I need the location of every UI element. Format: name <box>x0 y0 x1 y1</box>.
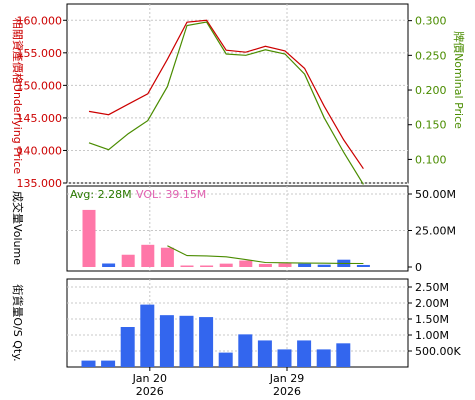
os-qty-bar <box>120 327 135 367</box>
os-qty-bar <box>297 340 312 367</box>
x-tick-label: Jan 29 <box>269 372 304 385</box>
volume-bar <box>317 264 331 267</box>
volume-bar <box>121 254 135 267</box>
volume-bar <box>356 264 370 267</box>
nominal-price-line <box>88 21 364 185</box>
os-tick-label: 2.50M <box>415 281 449 294</box>
volume-axis-title: 成交量Volume <box>11 191 25 265</box>
volume-bar <box>278 263 292 267</box>
average-volume-line <box>167 245 364 265</box>
volume-bar <box>298 263 312 267</box>
nominal-price-axis-title: 牌價Nominal Price <box>452 31 466 129</box>
volume-bar <box>258 263 272 267</box>
nominal-tick-label: 0.200 <box>415 84 447 97</box>
os-qty-bar <box>140 304 155 367</box>
underlying-tick-label: 160.000 <box>17 14 63 27</box>
nominal-tick-label: 0.150 <box>415 119 447 132</box>
underlying-tick-label: 150.000 <box>17 79 63 92</box>
volume-bar <box>180 265 194 267</box>
underlying-tick-label: 135.000 <box>17 177 63 190</box>
os-tick-label: 1.50M <box>415 313 449 326</box>
volume-bar <box>219 263 233 267</box>
os-tick-label: 500.00K <box>415 345 461 358</box>
volume-tick-label: 0 <box>415 261 422 274</box>
volume-bar <box>160 247 174 267</box>
outstanding-plot <box>81 304 351 367</box>
avg-annotation: Avg: 2.28M <box>70 188 132 201</box>
os-qty-bar <box>238 334 253 367</box>
nominal-tick-label: 0.100 <box>415 153 447 166</box>
volume-tick-label: 50.00M <box>415 188 456 201</box>
underlying-tick-label: 140.000 <box>17 144 63 157</box>
os-qty-bar <box>179 315 194 367</box>
nominal-tick-label: 0.300 <box>415 15 447 28</box>
volume-tick-label: 25.00M <box>415 225 456 238</box>
turnover-plot <box>82 209 370 267</box>
os-qty-bar <box>81 360 96 367</box>
price-panel-frame <box>66 3 409 184</box>
price-plot <box>88 19 364 185</box>
os-qty-axis-title: 街貨量O/S Qty. <box>11 284 25 361</box>
os-qty-bar <box>277 349 292 367</box>
x-tick-label: Jan 20 <box>132 372 167 385</box>
os-tick-label: 2.00M <box>415 297 449 310</box>
os-qty-bar <box>218 352 233 367</box>
vol-annotation: VOL: 39.15M <box>136 188 206 201</box>
os-qty-bar <box>199 317 214 367</box>
underlying-price-axis-title: 相關資產價格Underlying Price <box>11 18 25 174</box>
os-qty-bar <box>101 360 116 367</box>
underlying-price-line <box>88 19 364 170</box>
outstanding-panel-frame <box>66 278 409 368</box>
os-qty-bar <box>257 340 272 367</box>
x-tick-year-label: 2026 <box>273 385 301 398</box>
turnover-panel-frame <box>66 185 409 272</box>
volume-bar <box>102 263 116 267</box>
underlying-tick-label: 155.000 <box>17 47 63 60</box>
volume-bar <box>141 244 155 267</box>
os-tick-label: 1.00M <box>415 329 449 342</box>
os-qty-bar <box>159 315 174 367</box>
volume-bar <box>239 260 253 267</box>
os-qty-bar <box>316 349 331 367</box>
volume-bar <box>82 209 96 267</box>
x-tick-year-label: 2026 <box>136 385 164 398</box>
volume-bar <box>200 265 214 267</box>
nominal-tick-label: 0.250 <box>415 49 447 62</box>
underlying-tick-label: 145.000 <box>17 112 63 125</box>
os-qty-bar <box>336 343 351 367</box>
